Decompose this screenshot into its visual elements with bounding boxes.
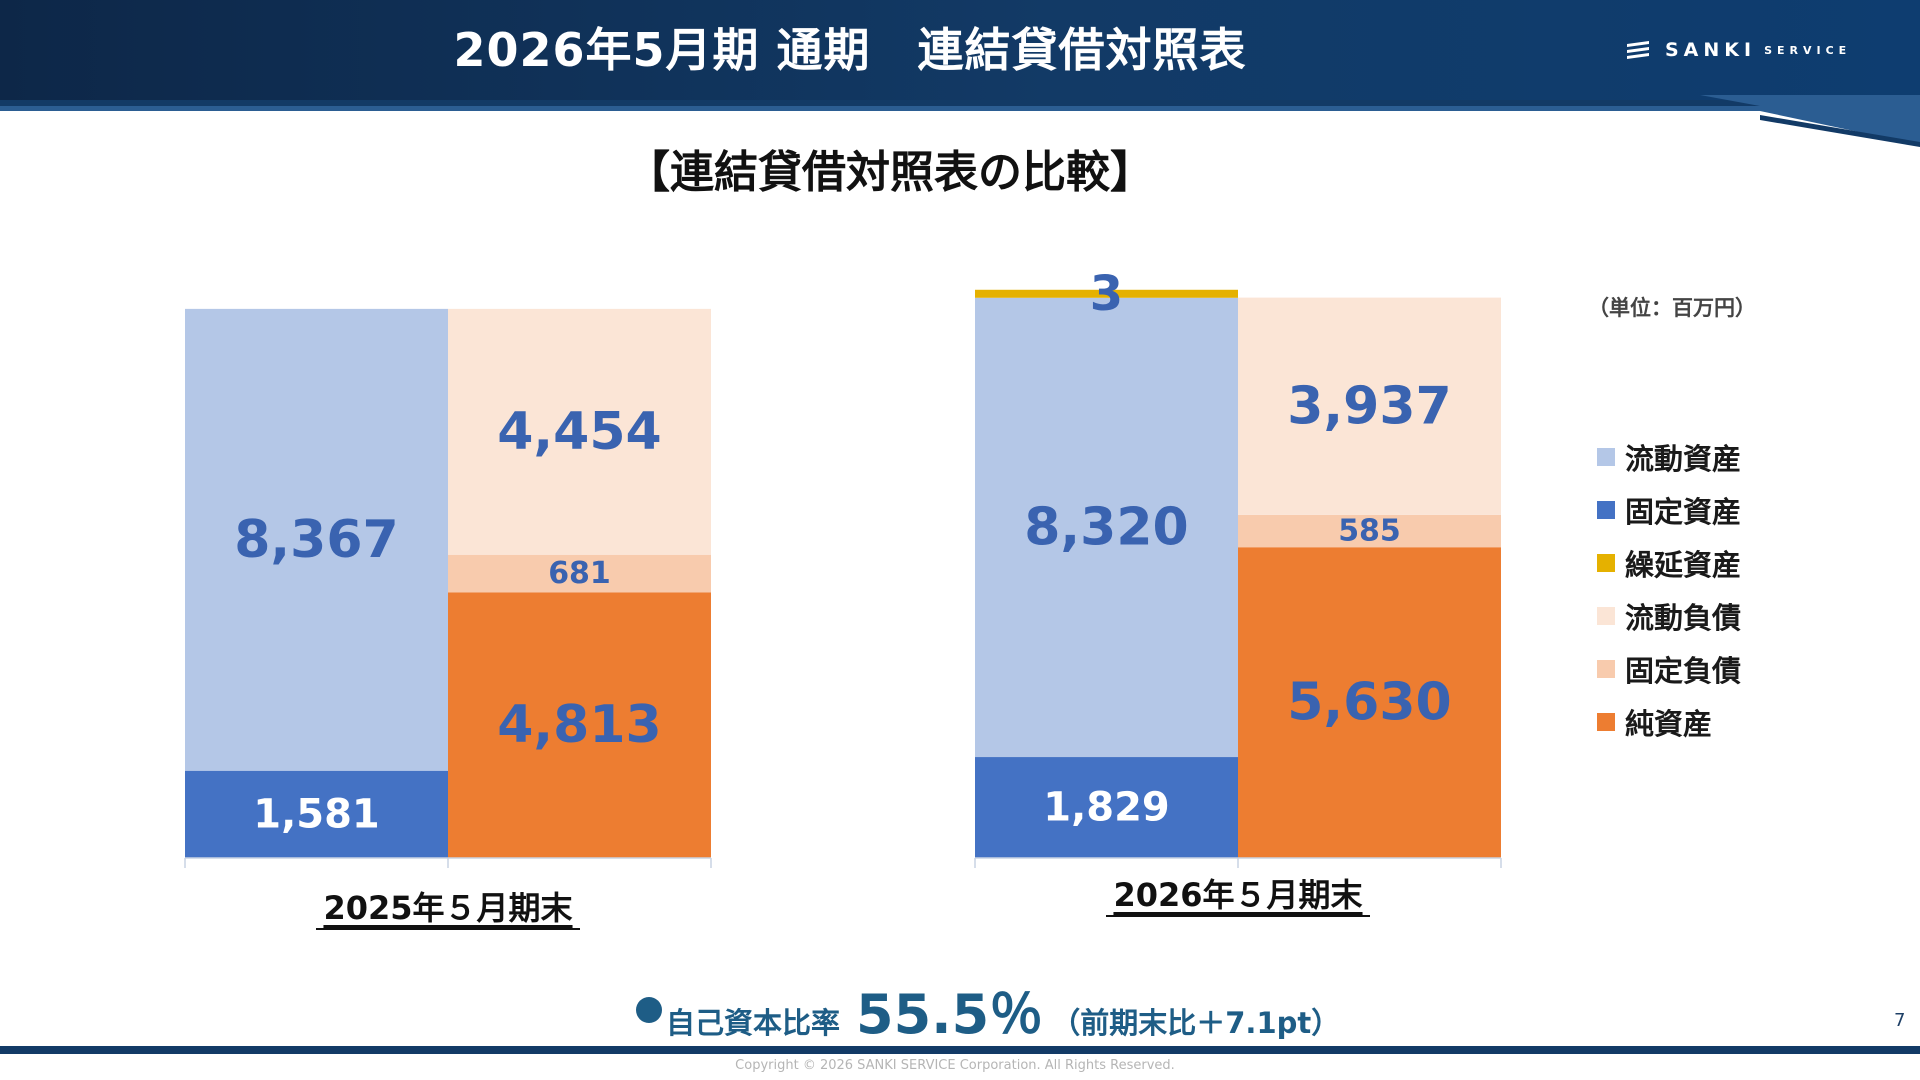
- data-label-fixed-assets: 1,829: [1043, 785, 1170, 831]
- header-bar: 2026年5月期 通期 連結貸借対照表 SANKI SERVICE: [0, 0, 1920, 100]
- page-title: 2026年5月期 通期 連結貸借対照表: [453, 23, 1247, 77]
- bar-segment-current-liabilities: [448, 308, 711, 555]
- logo-subtext: SERVICE: [1764, 43, 1852, 57]
- legend-item-current-liabilities: 流動負債: [1597, 589, 1741, 642]
- data-label-current-assets: 8,320: [1024, 497, 1188, 557]
- data-label-fixed-liabilities: 585: [1338, 514, 1401, 549]
- chart-legend: 流動資産固定資産繰延資産流動負債固定負債純資産: [1597, 430, 1741, 748]
- section-subtitle: 【連結貸借対照表の比較】: [626, 147, 1154, 198]
- legend-swatch: [1597, 447, 1615, 466]
- data-label-net-assets: 4,813: [497, 695, 661, 755]
- bar-segment-current-assets: [975, 297, 1238, 758]
- data-label-fixed-liabilities: 681: [548, 556, 611, 591]
- header-rule: [0, 95, 1920, 147]
- legend-item-fixed-liabilities: 固定負債: [1597, 642, 1741, 695]
- equity-ratio: 自己資本比率 55.5％ （前期末比＋7.1pt）: [636, 970, 1340, 1049]
- bar-segment-current-liabilities: [1238, 297, 1501, 515]
- equity-ratio-value: 55.5％: [856, 983, 1044, 1046]
- data-label-fixed-assets: 1,581: [253, 791, 380, 837]
- bar-segment-deferred-assets: [975, 289, 1238, 298]
- legend-item-current-assets: 流動資産: [1597, 430, 1741, 483]
- legend-swatch: [1597, 553, 1615, 572]
- company-logo: SANKI SERVICE: [1625, 38, 1851, 62]
- page-number: 7: [1894, 1010, 1906, 1031]
- legend-item-fixed-assets: 固定資産: [1597, 483, 1741, 536]
- data-label-current-assets: 8,367: [234, 510, 398, 570]
- bar-segment-net-assets: [1238, 547, 1501, 858]
- equity-ratio-label: 自己資本比率: [666, 1006, 841, 1040]
- bar-segment-net-assets: [448, 592, 711, 858]
- logo-text: SANKI: [1665, 39, 1757, 61]
- bar-segment-fixed-liabilities: [448, 554, 711, 593]
- logo-stripes-icon: [1627, 41, 1649, 59]
- unit-label: （単位：百万円）: [1588, 296, 1756, 320]
- legend-item-deferred-assets: 繰延資産: [1597, 536, 1741, 589]
- category-label: 2025年５月期末: [323, 889, 572, 927]
- data-label-net-assets: 5,630: [1287, 673, 1451, 733]
- copyright: Copyright © 2026 SANKI SERVICE Corporati…: [735, 1058, 1175, 1073]
- equity-ratio-note: （前期末比＋7.1pt）: [1051, 1006, 1341, 1040]
- legend-label: 固定資産: [1625, 494, 1742, 529]
- data-label-current-liabilities: 3,937: [1287, 376, 1451, 436]
- bullet-dot-icon: [636, 996, 662, 1023]
- bar-segment-fixed-liabilities: [1238, 514, 1501, 548]
- bar-segment-fixed-assets: [975, 757, 1238, 858]
- legend-label: 流動負債: [1625, 600, 1742, 635]
- legend-item-net-assets: 純資産: [1597, 695, 1741, 748]
- bar-segment-fixed-assets: [185, 770, 448, 858]
- legend-label: 固定負債: [1625, 653, 1742, 688]
- bar-segment-current-assets: [185, 308, 448, 771]
- legend-swatch: [1597, 500, 1615, 519]
- data-label-deferred-assets: 3: [1090, 266, 1123, 322]
- category-label: 2026年５月期末: [1113, 876, 1362, 914]
- legend-label: 繰延資産: [1625, 547, 1742, 582]
- legend-label: 純資産: [1625, 706, 1713, 741]
- legend-label: 流動資産: [1625, 441, 1742, 476]
- legend-swatch: [1597, 712, 1615, 731]
- legend-swatch: [1597, 659, 1615, 678]
- footer-bar: [0, 1046, 1920, 1054]
- legend-swatch: [1597, 606, 1615, 625]
- data-label-current-liabilities: 4,454: [497, 402, 661, 462]
